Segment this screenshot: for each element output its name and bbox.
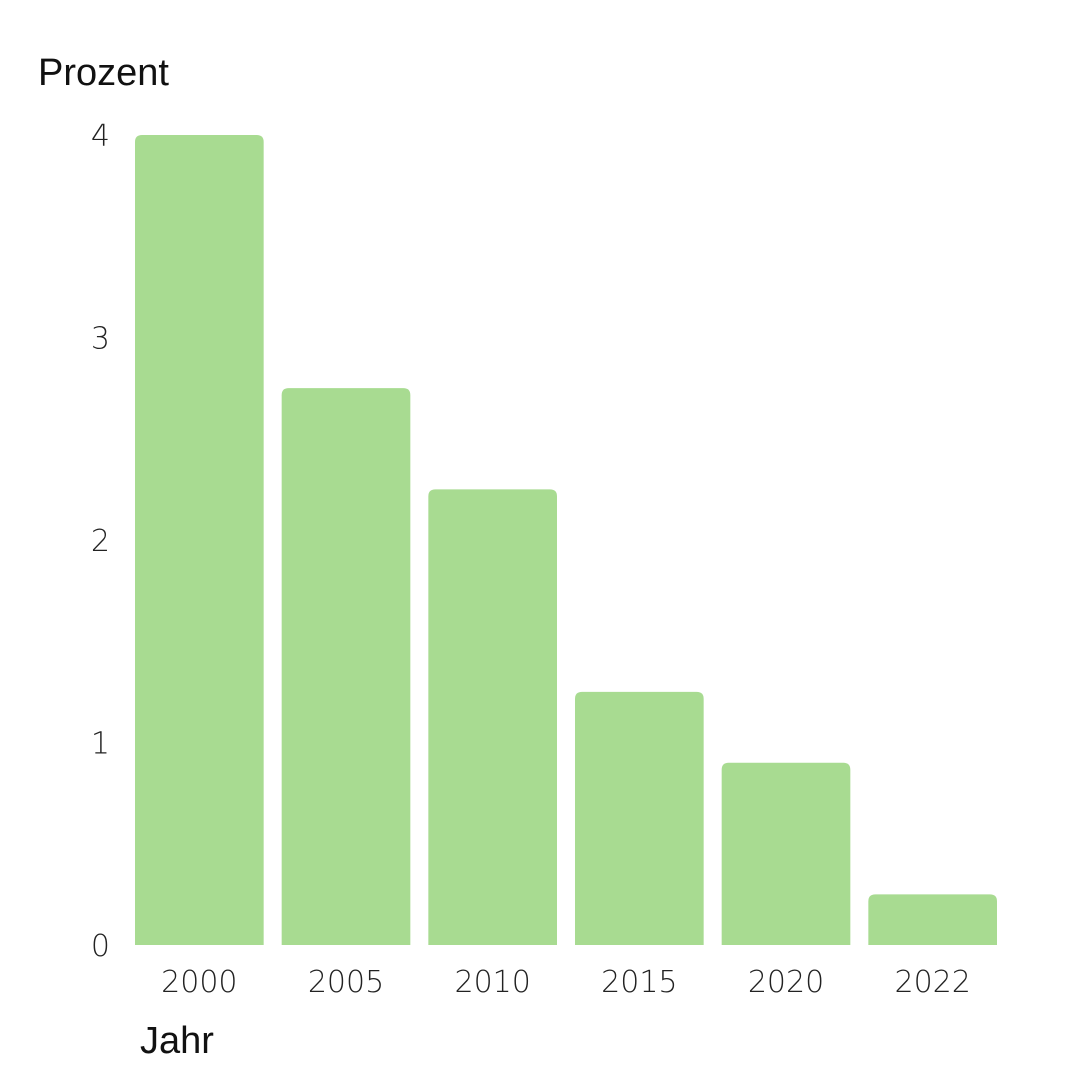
x-axis-title: Jahr (140, 1020, 214, 1062)
y-axis-ticks: 0 1 2 3 4 (91, 119, 110, 964)
y-tick-label: 1 (91, 727, 110, 762)
bar-2022 (868, 894, 997, 945)
x-tick-label: 2000 (161, 965, 237, 1000)
y-tick-label: 4 (91, 119, 110, 154)
x-axis-ticks: 2000 2005 2010 2015 2020 2022 (161, 965, 971, 1000)
bar-2005 (281, 388, 411, 945)
y-tick-label: 2 (91, 524, 110, 559)
x-tick-label: 2005 (308, 965, 384, 1000)
x-tick-label: 2020 (748, 965, 824, 1000)
bars-group (135, 135, 997, 945)
y-tick-label: 0 (91, 929, 110, 964)
bar-2000 (135, 135, 264, 945)
bar-2010 (428, 489, 557, 945)
x-tick-label: 2015 (601, 965, 677, 1000)
bar-2015 (575, 691, 704, 945)
x-tick-label: 2010 (454, 965, 530, 1000)
y-axis-title: Prozent (38, 52, 169, 94)
x-tick-label: 2022 (894, 965, 970, 1000)
y-tick-label: 3 (91, 322, 110, 357)
bar-2020 (721, 762, 851, 945)
